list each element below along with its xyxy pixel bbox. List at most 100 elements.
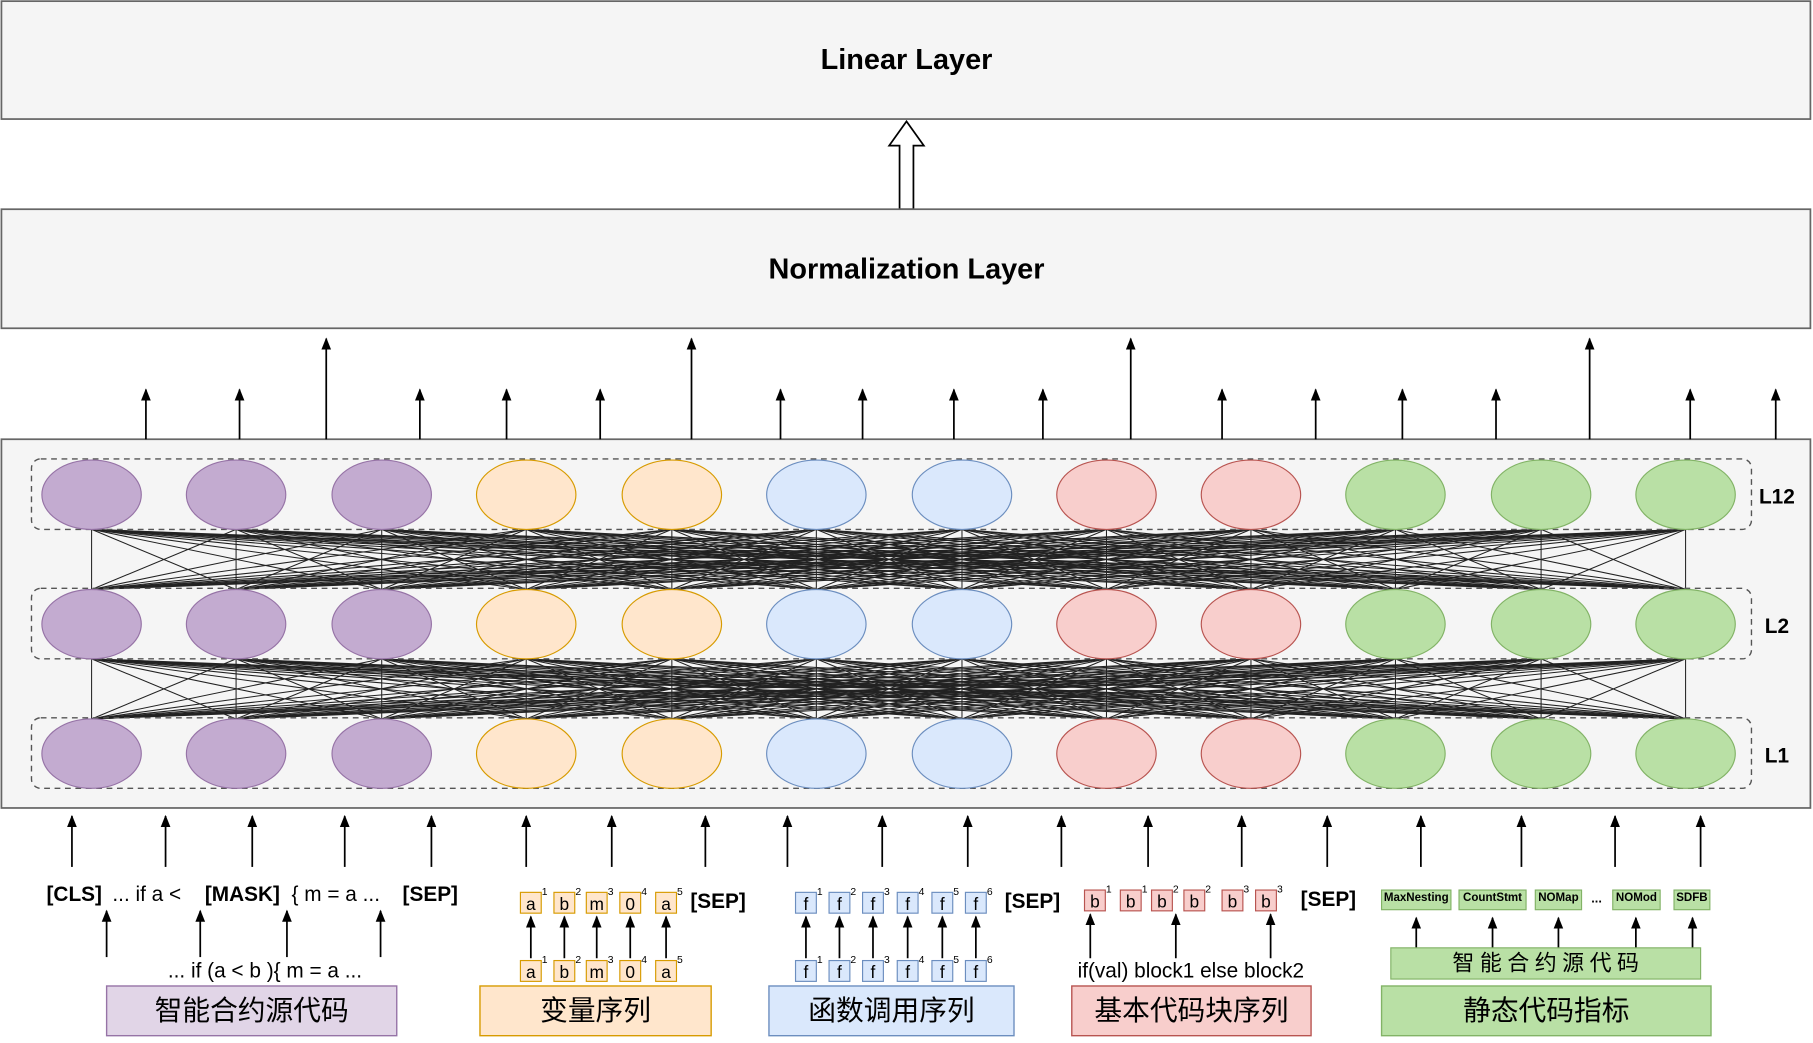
metric-source-box bbox=[1390, 947, 1702, 980]
token: b bbox=[1261, 892, 1271, 912]
node bbox=[621, 718, 723, 789]
node bbox=[1635, 718, 1736, 789]
token-box bbox=[1083, 889, 1106, 912]
connection bbox=[91, 658, 1542, 720]
connection bbox=[961, 528, 1686, 591]
token-sup: 3 bbox=[884, 887, 890, 898]
token: a bbox=[526, 894, 536, 914]
token: b bbox=[1189, 892, 1199, 912]
linear-layer-title: Linear Layer bbox=[821, 44, 993, 76]
token-sup: 4 bbox=[641, 955, 647, 966]
token-sup: 2 bbox=[575, 955, 581, 966]
layer-row bbox=[30, 458, 1753, 531]
token-box bbox=[519, 959, 542, 982]
token-box bbox=[1183, 889, 1206, 912]
connection bbox=[1395, 658, 1686, 720]
source-text: if(val) block1 else block2 bbox=[1078, 959, 1305, 982]
linear-layer-box bbox=[0, 0, 1812, 120]
node bbox=[621, 459, 723, 530]
metric-box bbox=[1673, 889, 1711, 911]
token-box bbox=[619, 891, 642, 914]
connection bbox=[91, 658, 527, 720]
connection bbox=[91, 528, 1251, 591]
connection bbox=[1540, 528, 1686, 590]
token: b bbox=[1090, 892, 1100, 912]
token-sup: 2 bbox=[850, 887, 856, 898]
metric-box bbox=[1458, 889, 1527, 911]
token-box bbox=[896, 891, 919, 914]
node bbox=[475, 718, 577, 789]
connection bbox=[816, 658, 1686, 720]
node bbox=[911, 459, 1013, 530]
metric: SDFB bbox=[1676, 892, 1707, 904]
connection bbox=[91, 528, 527, 591]
node bbox=[475, 459, 577, 530]
group-label-box bbox=[479, 985, 712, 1037]
node bbox=[1490, 459, 1592, 530]
token-box bbox=[655, 959, 678, 982]
node bbox=[185, 588, 287, 660]
token-sup: 4 bbox=[919, 887, 925, 898]
token-sup: 1 bbox=[1106, 885, 1112, 896]
token: f bbox=[940, 962, 945, 982]
token: f bbox=[804, 962, 809, 982]
token: 0 bbox=[625, 962, 635, 982]
token: [CLS] bbox=[47, 883, 102, 906]
node bbox=[185, 718, 287, 789]
token-sup: 3 bbox=[1277, 885, 1283, 896]
connection bbox=[526, 658, 1686, 720]
metric: MaxNesting bbox=[1384, 892, 1449, 904]
connection bbox=[91, 528, 1542, 591]
token-box bbox=[585, 959, 608, 982]
connection bbox=[91, 658, 382, 720]
token-sup: 5 bbox=[953, 955, 959, 966]
token: [SEP] bbox=[403, 883, 458, 906]
token-sup: 3 bbox=[608, 955, 614, 966]
token-box bbox=[931, 891, 954, 914]
connection bbox=[91, 658, 817, 720]
node bbox=[621, 588, 723, 660]
foreground: L12 L2 L1 [CLS] ... if a < [MASK] { m = a ...… bbox=[30, 337, 1795, 1037]
connection bbox=[91, 528, 963, 591]
token: ... if a < bbox=[112, 883, 181, 906]
connection bbox=[671, 528, 1686, 591]
token-box bbox=[794, 891, 817, 914]
token-sup: 2 bbox=[1173, 885, 1179, 896]
node bbox=[185, 459, 287, 530]
node bbox=[41, 718, 142, 789]
node bbox=[1635, 588, 1736, 660]
connection bbox=[381, 528, 1686, 591]
connection bbox=[236, 528, 1686, 591]
token-box bbox=[1150, 889, 1173, 912]
sep: [SEP] bbox=[690, 890, 745, 913]
token: b bbox=[560, 894, 570, 914]
sep: [SEP] bbox=[1301, 888, 1356, 911]
token-box bbox=[1255, 889, 1277, 912]
token-box bbox=[553, 959, 576, 982]
group-label: 智能合约源代码 bbox=[155, 996, 349, 1027]
connection bbox=[91, 658, 1107, 720]
token-box bbox=[619, 959, 642, 982]
node bbox=[1490, 588, 1592, 660]
token-sup: 6 bbox=[987, 955, 993, 966]
node bbox=[1345, 588, 1446, 660]
node bbox=[766, 459, 867, 530]
token-sup: 2 bbox=[850, 955, 856, 966]
connection bbox=[1395, 528, 1686, 591]
metric-box bbox=[1534, 889, 1583, 911]
token-box bbox=[1119, 889, 1142, 912]
normalization-layer-title: Normalization Layer bbox=[769, 253, 1045, 285]
node bbox=[1345, 718, 1446, 789]
token-box bbox=[861, 959, 884, 982]
node bbox=[1200, 459, 1302, 530]
connection bbox=[91, 528, 237, 590]
group-label-box bbox=[1380, 985, 1712, 1037]
token-sup: 3 bbox=[608, 887, 614, 898]
token-sup: 3 bbox=[884, 955, 890, 966]
sep: [SEP] bbox=[1005, 890, 1060, 913]
token: m bbox=[589, 894, 603, 914]
metric-source: 智 能 合 约 源 代 码 bbox=[1452, 950, 1639, 975]
metric: NOMap bbox=[1538, 892, 1578, 904]
token-sup: 4 bbox=[641, 887, 647, 898]
